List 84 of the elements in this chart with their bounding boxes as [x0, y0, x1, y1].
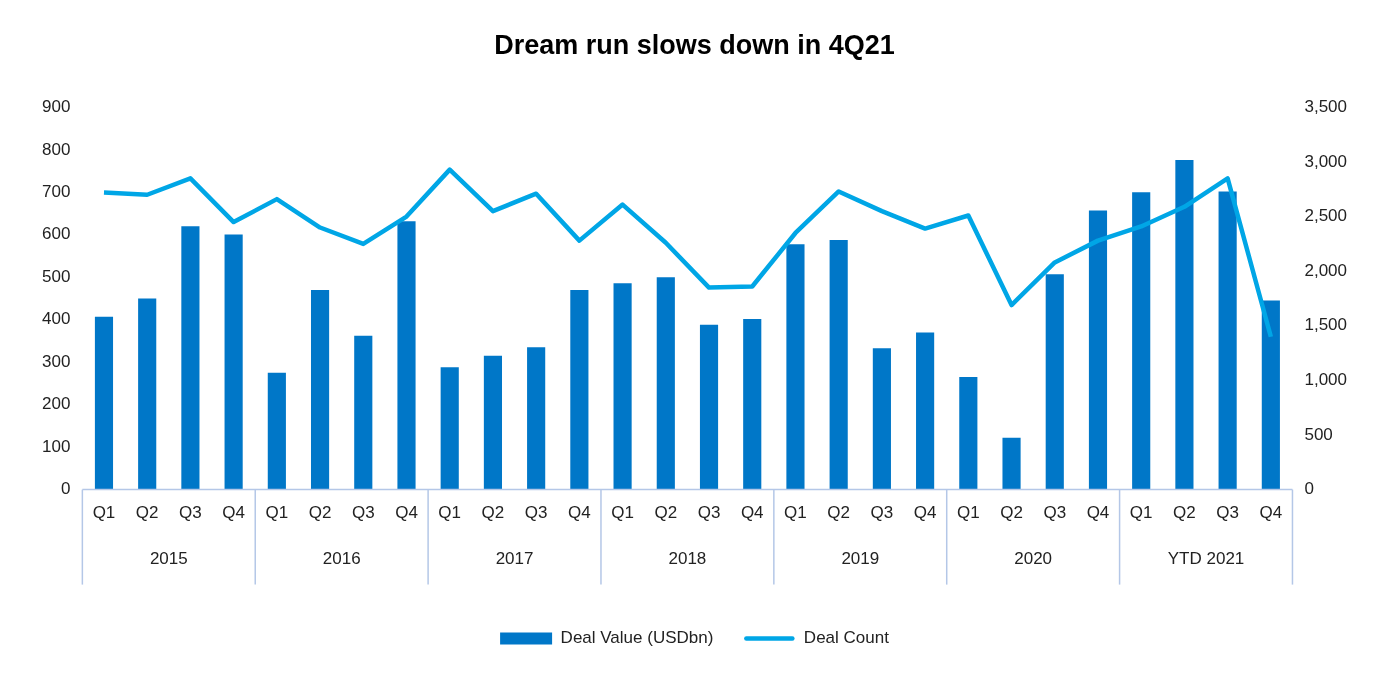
text: 2019 — [841, 549, 880, 569]
x-tick-label: Q4 — [568, 503, 591, 523]
x-tick-label: Q3 — [524, 503, 548, 523]
bar — [1261, 300, 1280, 490]
x-tick-label: Q3 — [870, 503, 894, 523]
y-tick-label: 900 — [41, 97, 71, 117]
x-tick-label: Q3 — [697, 503, 721, 523]
bar — [1088, 210, 1108, 490]
x-tick-label: Q4 — [1259, 503, 1283, 523]
bar — [1132, 192, 1151, 490]
y-tick-label: 200 — [41, 394, 71, 414]
bar — [483, 355, 503, 490]
y-tick-label: 300 — [41, 351, 71, 371]
bar — [1045, 274, 1064, 490]
x-tick-label: Q2 — [481, 503, 505, 523]
x-tick-label: Q1 — [438, 503, 462, 523]
y-tick-label: 800 — [41, 139, 71, 159]
bar — [1218, 191, 1237, 490]
y2-tick-label: 2,000 — [1304, 260, 1348, 280]
y-tick-label: 100 — [41, 436, 71, 456]
x-tick-label: Q2 — [1000, 503, 1023, 523]
text: 2020 — [1014, 549, 1053, 569]
legend-label: Deal Count — [803, 628, 890, 648]
y2-tick-label: 2,500 — [1304, 206, 1348, 226]
x-tick-label: Q4 — [740, 503, 764, 523]
bar — [916, 332, 935, 490]
text: YTD 2021 — [1167, 549, 1245, 569]
x-tick-label: Q3 — [179, 503, 202, 523]
bar — [699, 324, 719, 490]
x-tick-label: Q3 — [351, 503, 375, 523]
bar — [181, 226, 200, 490]
bar — [310, 290, 330, 490]
x-tick-label: Q1 — [956, 503, 980, 523]
text: 2016 — [322, 549, 361, 569]
x-tick-label: Q1 — [611, 503, 634, 523]
bar — [267, 372, 286, 490]
bar — [786, 244, 805, 490]
bar — [138, 298, 157, 490]
y2-tick-label: 0 — [1304, 479, 1314, 499]
bar — [94, 316, 114, 490]
x-tick-label: Q2 — [135, 503, 159, 523]
x-tick-label: Q3 — [1216, 503, 1239, 523]
text: 2018 — [668, 549, 707, 569]
text: 2017 — [495, 549, 534, 569]
x-tick-label: Q2 — [654, 503, 678, 523]
y-tick-label: 400 — [41, 309, 71, 329]
x-tick-label: Q4 — [395, 503, 418, 523]
x-tick-label: Q2 — [308, 503, 332, 523]
chart-title: Dream run slows down in 4Q21 — [494, 29, 895, 60]
bar — [656, 277, 675, 490]
x-tick-label: Q1 — [265, 503, 289, 523]
bar — [440, 367, 459, 490]
y2-tick-label: 500 — [1304, 424, 1333, 444]
y-tick-label: 500 — [41, 266, 71, 286]
bar — [959, 377, 978, 490]
x-tick-label: Q4 — [1086, 503, 1110, 523]
bar — [1002, 437, 1021, 490]
x-tick-label: Q4 — [913, 503, 937, 523]
bar — [872, 348, 891, 490]
bar — [1175, 160, 1194, 490]
bar — [224, 234, 243, 490]
y2-tick-label: 1,000 — [1304, 370, 1348, 390]
bar — [354, 335, 373, 490]
y2-tick-label: 1,500 — [1304, 315, 1348, 335]
legend-label: Deal Value (USDbn) — [560, 628, 714, 648]
y-tick-label: 0 — [60, 479, 71, 499]
y2-tick-label: 3,000 — [1304, 151, 1348, 171]
y-tick-label: 600 — [41, 224, 71, 244]
bar — [743, 318, 762, 490]
bar — [570, 290, 589, 490]
x-tick-label: Q1 — [784, 503, 807, 523]
y-tick-label: 700 — [41, 182, 71, 202]
bar — [829, 239, 848, 490]
x-tick-label: Q4 — [222, 503, 245, 523]
bar — [613, 283, 632, 490]
text: 2015 — [149, 549, 188, 569]
x-tick-label: Q1 — [1129, 503, 1153, 523]
x-tick-label: Q3 — [1043, 503, 1067, 523]
x-tick-label: Q2 — [827, 503, 851, 523]
x-tick-label: Q1 — [92, 503, 116, 523]
y2-tick-label: 3,500 — [1304, 97, 1348, 117]
x-tick-label: Q2 — [1173, 503, 1196, 523]
bar — [527, 347, 546, 490]
bar — [397, 221, 416, 490]
